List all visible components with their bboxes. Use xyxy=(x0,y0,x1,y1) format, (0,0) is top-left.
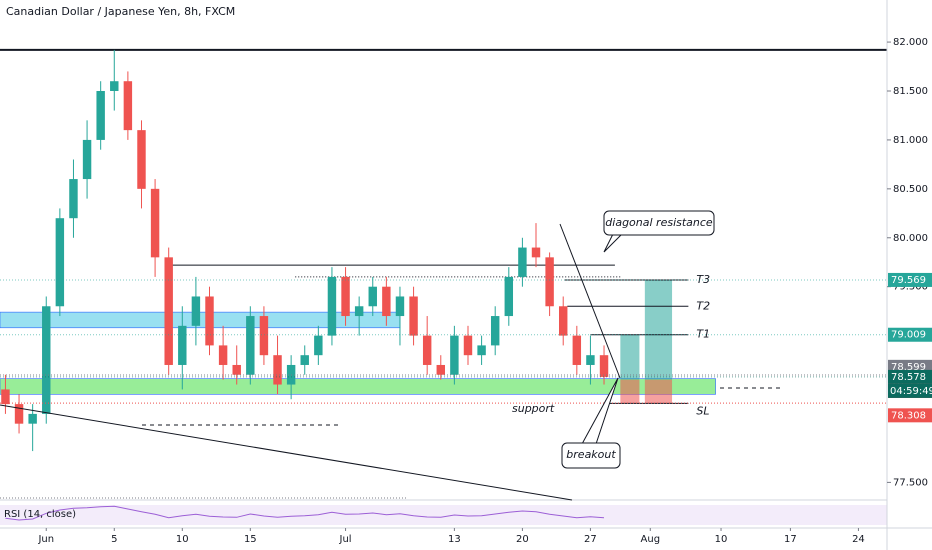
candle-body xyxy=(273,355,282,385)
candle-body xyxy=(314,335,323,356)
candle-body xyxy=(1,389,10,405)
x-tick-label: 13 xyxy=(448,534,461,545)
x-tick-label: 10 xyxy=(176,534,189,545)
callout-tail xyxy=(581,377,619,445)
x-tick-label: 10 xyxy=(715,534,728,545)
candle-body xyxy=(368,286,377,307)
countdown-bg xyxy=(888,383,932,398)
candle-body xyxy=(586,355,595,365)
x-tick-label: 5 xyxy=(111,534,117,545)
candle-body xyxy=(477,345,486,356)
candle-body xyxy=(137,130,146,189)
price-label-bg xyxy=(888,408,932,423)
candle-body xyxy=(14,404,24,424)
candle-body xyxy=(450,335,459,375)
annotation: diagonal resistance xyxy=(605,216,713,229)
candle-body xyxy=(463,335,473,356)
candle-body xyxy=(572,335,582,365)
price-label: 79.569 xyxy=(891,275,926,286)
y-tick-label: 81.000 xyxy=(893,135,928,146)
candle-body xyxy=(55,218,65,307)
candle-body xyxy=(246,316,255,375)
x-tick-label: 20 xyxy=(516,534,529,545)
chart-title: Canadian Dollar / Japanese Yen, 8h, FXCM xyxy=(6,5,235,18)
candle-body xyxy=(341,276,350,317)
x-tick-label: Aug xyxy=(641,534,661,545)
candle-body xyxy=(259,316,269,356)
y-tick-label: 80.000 xyxy=(893,233,928,244)
candle-body xyxy=(531,247,541,258)
y-tick-label: 82.000 xyxy=(893,37,928,48)
candle-body xyxy=(232,364,241,375)
candle-body xyxy=(395,296,405,317)
candle-body xyxy=(178,325,187,365)
candle-body xyxy=(191,296,201,326)
level-label: T3 xyxy=(696,273,710,286)
candle-body xyxy=(205,296,214,346)
candle-body xyxy=(422,335,432,365)
price-label: 78.578 xyxy=(891,372,926,383)
candle-body xyxy=(28,413,37,424)
trend-line xyxy=(559,223,621,379)
rsi-label: RSI (14, close) xyxy=(4,509,76,520)
y-tick-label: 79.500 xyxy=(893,282,928,293)
countdown: 04:59:49 xyxy=(890,386,932,397)
x-tick-label: 17 xyxy=(784,534,797,545)
zone xyxy=(0,378,716,395)
x-tick-label: Jul xyxy=(339,534,352,545)
price-label: 79.009 xyxy=(891,330,926,341)
level-label: T2 xyxy=(696,299,710,312)
x-tick-label: 27 xyxy=(584,534,597,545)
plot-layer: T3 T2 T1 SL xyxy=(0,48,887,525)
candle-body xyxy=(545,257,554,307)
candle-body xyxy=(490,316,500,346)
candle-body xyxy=(382,286,391,317)
candle-body xyxy=(123,81,133,131)
candle-body xyxy=(96,90,105,140)
candle-body xyxy=(82,139,92,180)
position-stop xyxy=(620,379,640,404)
candle-body xyxy=(69,179,78,219)
candle-body xyxy=(559,306,568,336)
candle-body xyxy=(42,306,51,414)
candle-body xyxy=(504,276,514,317)
x-tick-label: 24 xyxy=(852,534,865,545)
level-label: T1 xyxy=(696,328,710,341)
candle-body xyxy=(327,276,337,336)
annotation: breakout xyxy=(566,448,616,461)
price-label: 78.308 xyxy=(891,410,926,421)
y-tick-label: 81.500 xyxy=(893,86,928,97)
rsi-line xyxy=(5,505,605,521)
y-tick-label: 80.500 xyxy=(893,184,928,195)
candle-body xyxy=(110,81,119,91)
x-tick-label: Jun xyxy=(37,534,54,545)
candle-body xyxy=(518,247,527,277)
price-label-bg xyxy=(888,327,932,342)
callout-tail xyxy=(603,231,625,253)
candle-body xyxy=(150,188,160,258)
price-label-bg xyxy=(888,272,932,287)
candle-body xyxy=(599,355,609,377)
y-tick-label: 77.500 xyxy=(893,477,928,488)
level-label: SL xyxy=(696,404,709,417)
trend-line xyxy=(0,404,573,501)
callout-box xyxy=(603,210,715,236)
position-target xyxy=(620,334,640,380)
candle-body xyxy=(409,296,418,336)
candle-body xyxy=(164,257,173,365)
position-stop xyxy=(644,379,673,404)
x-tick-label: 15 xyxy=(244,534,257,545)
rsi-band xyxy=(0,505,887,525)
candle-body xyxy=(300,355,309,365)
candle-body xyxy=(218,345,228,365)
position-target xyxy=(644,279,673,380)
candle-body xyxy=(354,306,364,317)
price-label: 78.599 xyxy=(891,362,926,373)
callout-box xyxy=(561,442,621,469)
annotation: support xyxy=(512,402,555,415)
candle-body xyxy=(436,364,445,375)
price-label-bg xyxy=(888,369,932,384)
